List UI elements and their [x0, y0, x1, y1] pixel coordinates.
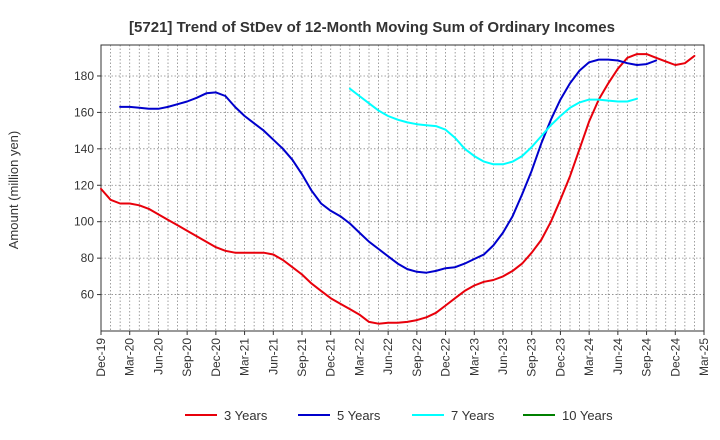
x-tick-label: Mar-20: [123, 338, 137, 376]
legend-label: 7 Years: [451, 408, 495, 423]
legend: 3 Years 5 Years 7 Years 10 Years: [185, 408, 613, 423]
x-tick-label: Mar-21: [238, 338, 252, 376]
y-axis-label: Amount (million yen): [6, 131, 21, 250]
x-tick-label: Sep-23: [525, 338, 539, 377]
series-lines: [100, 53, 696, 325]
x-tick-label: Sep-24: [640, 338, 654, 377]
x-tick-label: Sep-22: [410, 338, 424, 377]
y-tick-label: 180: [74, 69, 94, 83]
x-tick-label: Mar-23: [467, 338, 481, 376]
legend-item: 3 Years: [185, 408, 268, 423]
y-tick-label: 100: [74, 215, 94, 229]
chart-title: [5721] Trend of StDev of 12-Month Moving…: [129, 19, 615, 36]
legend-label: 5 Years: [337, 408, 381, 423]
legend-label: 10 Years: [562, 408, 613, 423]
x-tick-label: Jun-21: [266, 338, 280, 375]
legend-item: 7 Years: [412, 408, 495, 423]
legend-label: 3 Years: [224, 408, 268, 423]
x-tick-label: Dec-22: [439, 338, 453, 377]
x-tick-label: Sep-21: [295, 338, 309, 377]
x-tick-label: Mar-24: [582, 338, 596, 376]
y-tick-label: 60: [81, 288, 95, 302]
x-tick-label: Sep-20: [180, 338, 194, 377]
x-tick-label: Jun-22: [381, 338, 395, 375]
x-tick-label: Mar-25: [697, 338, 711, 376]
x-tick-labels: Dec-19 Mar-20 Jun-20 Sep-20 Dec-20 Mar-21 Jun-…: [94, 331, 711, 377]
x-tick-label: Jun-20: [151, 338, 165, 375]
y-tick-label: 140: [74, 142, 94, 156]
series-line-5-years: [119, 58, 658, 274]
x-tick-label: Dec-20: [209, 338, 223, 377]
gridlines: [101, 45, 704, 331]
series-line-3-years: [100, 53, 696, 325]
legend-item: 5 Years: [298, 408, 381, 423]
legend-item: 10 Years: [523, 408, 613, 423]
x-tick-label: Jun-24: [611, 338, 625, 375]
y-tick-label: 120: [74, 178, 94, 192]
plot-frame: [100, 44, 705, 332]
y-tick-label: 160: [74, 105, 94, 119]
y-tick-labels: 60 80 100 120 140 160 180: [74, 69, 101, 302]
x-tick-label: Dec-19: [94, 338, 108, 377]
y-tick-label: 80: [81, 251, 95, 265]
series-line-7-years: [348, 87, 638, 166]
x-tick-label: Dec-21: [324, 338, 338, 377]
x-tick-label: Dec-24: [668, 338, 682, 377]
x-tick-label: Mar-22: [352, 338, 366, 376]
x-tick-label: Jun-23: [496, 338, 510, 375]
x-tick-label: Dec-23: [553, 338, 567, 377]
